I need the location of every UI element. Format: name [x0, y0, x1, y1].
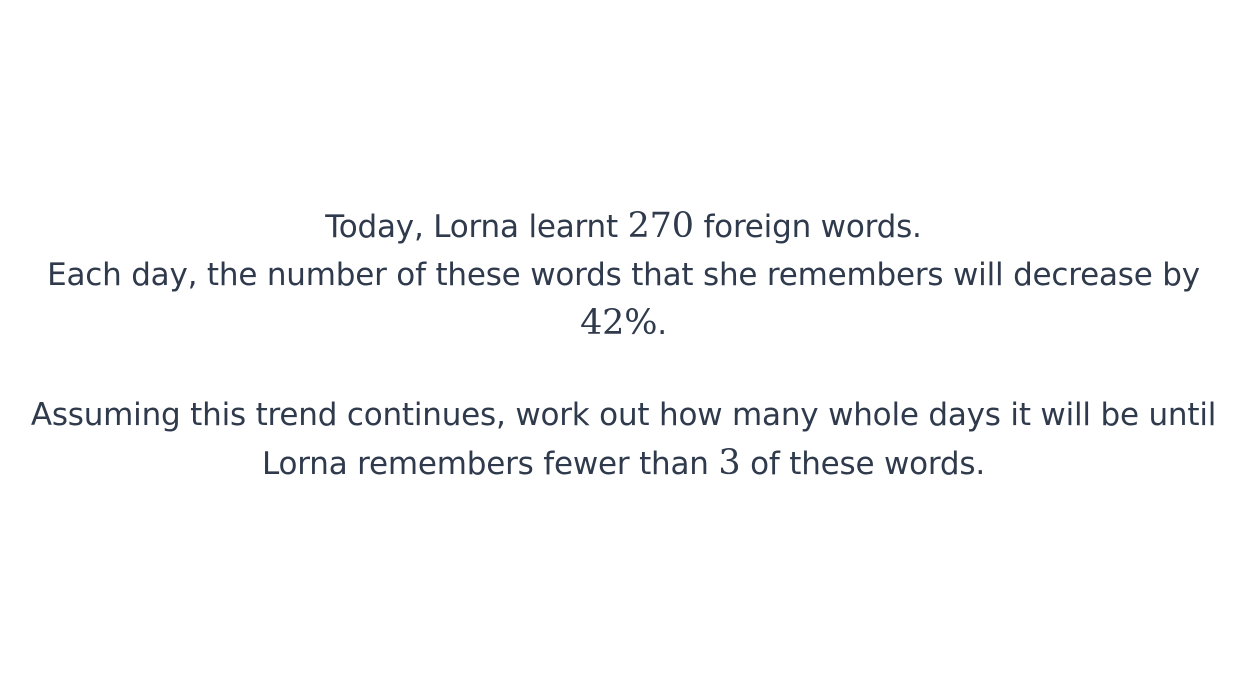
- task-text: Assuming this trend continues, work out …: [30, 397, 1217, 482]
- question-paragraph-2: Assuming this trend continues, work out …: [20, 391, 1227, 488]
- intro-text: Today, Lorna learnt: [325, 209, 628, 245]
- decrease-text-end: .: [657, 306, 667, 342]
- task-text-end: of these words.: [740, 446, 986, 482]
- intro-text-end: foreign words.: [693, 209, 922, 245]
- decrease-text: Each day, the number of these words that…: [47, 257, 1200, 293]
- initial-words-value: 270: [627, 206, 694, 246]
- decrease-percent-value: 42%: [580, 303, 658, 343]
- question-text: Today, Lorna learnt 270 foreign words. E…: [20, 202, 1227, 488]
- threshold-value: 3: [718, 443, 741, 483]
- question-paragraph-1: Today, Lorna learnt 270 foreign words. E…: [20, 202, 1227, 348]
